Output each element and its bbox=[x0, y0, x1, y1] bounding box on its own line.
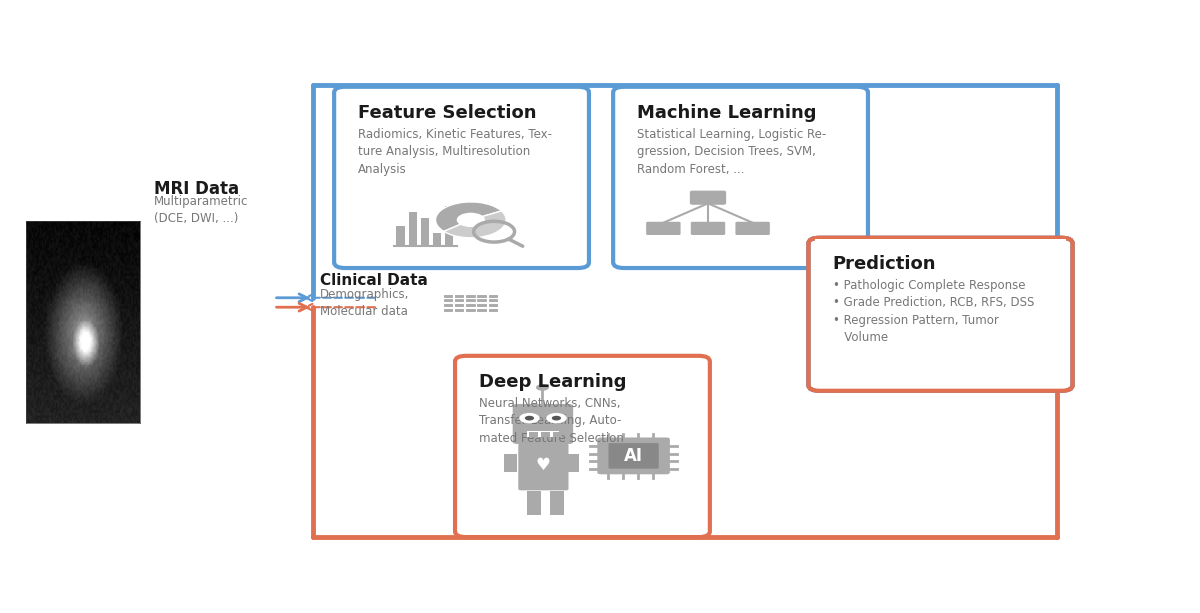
Circle shape bbox=[457, 213, 485, 227]
Text: Prediction: Prediction bbox=[833, 255, 936, 273]
FancyBboxPatch shape bbox=[646, 222, 680, 235]
Bar bbox=[445, 206, 454, 246]
FancyBboxPatch shape bbox=[809, 238, 1073, 390]
Bar bbox=[504, 454, 517, 473]
Text: Deep Learning: Deep Learning bbox=[479, 373, 626, 391]
Circle shape bbox=[524, 416, 534, 421]
FancyBboxPatch shape bbox=[691, 222, 725, 235]
Bar bbox=[476, 303, 487, 307]
Bar bbox=[454, 294, 464, 298]
Bar bbox=[466, 299, 475, 302]
Bar bbox=[487, 294, 498, 298]
Text: Radiomics, Kinetic Features, Tex-
ture Analysis, Multiresolution
Analysis: Radiomics, Kinetic Features, Tex- ture A… bbox=[359, 128, 552, 176]
Bar bbox=[476, 294, 487, 298]
Bar bbox=[396, 226, 404, 246]
Bar bbox=[528, 432, 538, 436]
Text: Multiparametric
(DCE, DWI, ...): Multiparametric (DCE, DWI, ...) bbox=[154, 196, 248, 226]
Bar bbox=[815, 238, 1066, 314]
FancyBboxPatch shape bbox=[608, 443, 659, 468]
Circle shape bbox=[546, 413, 566, 424]
Bar bbox=[466, 303, 475, 307]
Text: ♥: ♥ bbox=[536, 456, 551, 474]
Bar bbox=[553, 432, 562, 436]
FancyBboxPatch shape bbox=[736, 222, 770, 235]
Bar bbox=[454, 308, 464, 312]
Bar bbox=[487, 303, 498, 307]
Bar bbox=[466, 294, 475, 298]
Text: Neural Networks, CNNs,
Transfer Learning, Auto-
mated Feature Selection: Neural Networks, CNNs, Transfer Learning… bbox=[479, 397, 624, 445]
Bar bbox=[443, 294, 454, 298]
Wedge shape bbox=[444, 211, 506, 238]
FancyBboxPatch shape bbox=[334, 87, 589, 268]
Bar bbox=[487, 299, 498, 302]
Bar bbox=[443, 308, 454, 312]
Circle shape bbox=[520, 413, 540, 424]
Bar bbox=[443, 299, 454, 302]
Bar bbox=[487, 308, 498, 312]
Bar bbox=[550, 491, 564, 515]
Bar bbox=[565, 454, 578, 473]
Text: Clinical Data: Clinical Data bbox=[320, 273, 428, 287]
Text: Statistical Learning, Logistic Re-
gression, Decision Trees, SVM,
Random Forest,: Statistical Learning, Logistic Re- gress… bbox=[637, 128, 827, 176]
Bar bbox=[815, 238, 1066, 314]
Bar bbox=[541, 432, 550, 436]
Bar bbox=[421, 218, 430, 246]
FancyBboxPatch shape bbox=[518, 444, 569, 490]
FancyBboxPatch shape bbox=[455, 356, 710, 537]
Bar bbox=[443, 303, 454, 307]
Bar bbox=[815, 314, 1066, 390]
Bar bbox=[433, 232, 442, 246]
Bar bbox=[527, 491, 541, 515]
Bar bbox=[454, 303, 464, 307]
Bar bbox=[527, 432, 559, 437]
Text: MRI Data: MRI Data bbox=[154, 180, 239, 198]
Bar bbox=[476, 299, 487, 302]
FancyBboxPatch shape bbox=[598, 438, 670, 474]
Bar bbox=[466, 308, 475, 312]
Bar bbox=[454, 299, 464, 302]
Bar bbox=[408, 212, 416, 246]
FancyBboxPatch shape bbox=[613, 87, 868, 268]
Text: Demographics,
Molecular data: Demographics, Molecular data bbox=[320, 288, 409, 318]
Text: Machine Learning: Machine Learning bbox=[637, 104, 817, 122]
Bar bbox=[476, 308, 487, 312]
FancyBboxPatch shape bbox=[512, 404, 574, 444]
Text: AI: AI bbox=[624, 447, 643, 465]
Circle shape bbox=[536, 384, 548, 390]
FancyBboxPatch shape bbox=[690, 191, 726, 205]
Wedge shape bbox=[436, 202, 502, 232]
Circle shape bbox=[552, 416, 562, 421]
Text: Feature Selection: Feature Selection bbox=[359, 104, 536, 122]
Text: • Pathologic Complete Response
• Grade Prediction, RCB, RFS, DSS
• Regression Pa: • Pathologic Complete Response • Grade P… bbox=[833, 279, 1034, 345]
